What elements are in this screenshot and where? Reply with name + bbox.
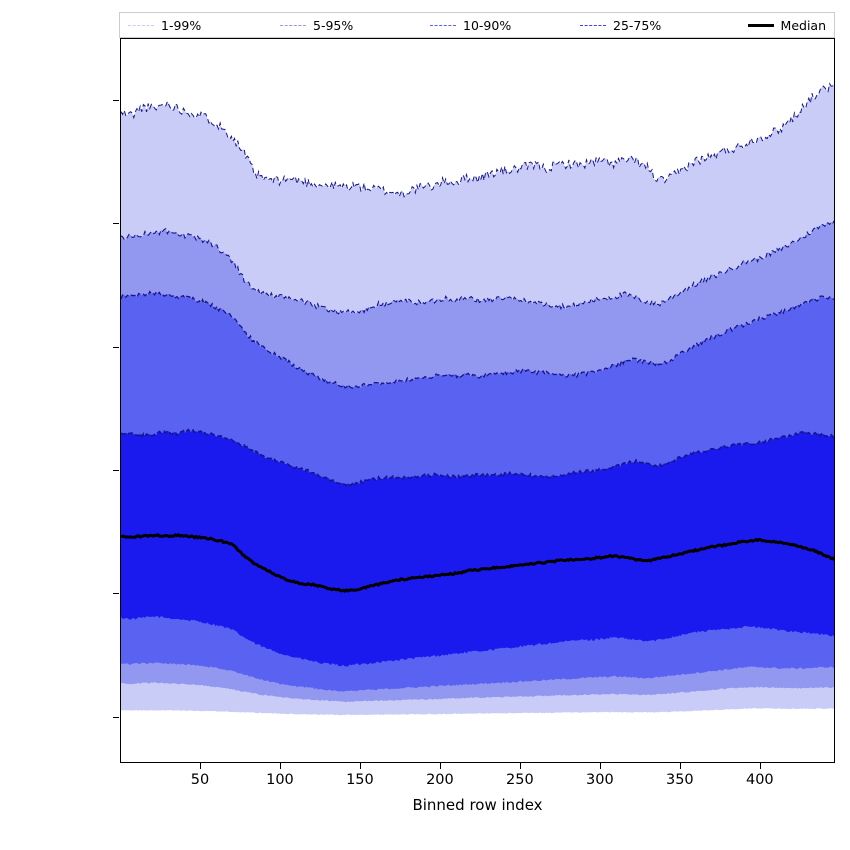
x-tick-mark [199, 763, 201, 769]
legend-entry-median[interactable]: Median [747, 13, 826, 37]
x-axis-label: Binned row index [412, 796, 543, 814]
chart-legend: 1-99% 5-95% 10-90% 25-75% Median [119, 12, 835, 38]
plot-svg [121, 82, 834, 716]
median-line [121, 533, 834, 593]
x-tick-mark [759, 763, 761, 769]
y-tick-mark [113, 593, 119, 595]
legend-swatch-icon [430, 24, 456, 26]
legend-label: 1-99% [161, 17, 202, 33]
band-area-3 [121, 429, 834, 667]
y-tick-mark [113, 716, 119, 718]
band-edge-upper-2 [121, 290, 834, 389]
x-tick-label: 400 [745, 772, 774, 788]
x-tick-mark [679, 763, 681, 769]
x-tick-label: 350 [665, 772, 694, 788]
y-tick-mark [113, 346, 119, 348]
y-tick-mark [113, 223, 119, 225]
legend-entry-5-95[interactable]: 5-95% [280, 13, 430, 37]
x-tick-label: 200 [426, 772, 454, 788]
legend-label: Median [780, 17, 826, 33]
legend-swatch-icon [128, 24, 154, 26]
band-edge-upper-0 [121, 82, 834, 198]
plot-area [120, 38, 835, 763]
legend-entry-10-90[interactable]: 10-90% [430, 13, 580, 37]
legend-label: 25-75% [613, 17, 662, 33]
legend-swatch-icon [580, 24, 606, 26]
legend-entry-25-75[interactable]: 25-75% [580, 13, 728, 37]
y-tick-mark [113, 99, 119, 101]
legend-label: 5-95% [313, 17, 354, 33]
band-edge-upper-1 [121, 219, 834, 315]
legend-swatch-icon [280, 24, 306, 26]
x-tick-label: 250 [506, 772, 534, 788]
x-tick-mark [439, 763, 441, 769]
legend-swatch-icon [747, 23, 774, 27]
legend-entry-1-99[interactable]: 1-99% [120, 13, 280, 37]
band-edge-upper-3 [121, 428, 834, 487]
x-tick-label: 50 [190, 772, 210, 788]
x-tick-label: 300 [586, 772, 614, 788]
x-tick-mark [519, 763, 521, 769]
x-tick-label: 100 [266, 772, 294, 788]
x-tick-mark [279, 763, 281, 769]
x-tick-mark [599, 763, 601, 769]
y-tick-mark [113, 469, 119, 471]
x-tick-mark [359, 763, 361, 769]
legend-label: 10-90% [463, 17, 512, 33]
x-tick-label: 150 [346, 772, 374, 788]
